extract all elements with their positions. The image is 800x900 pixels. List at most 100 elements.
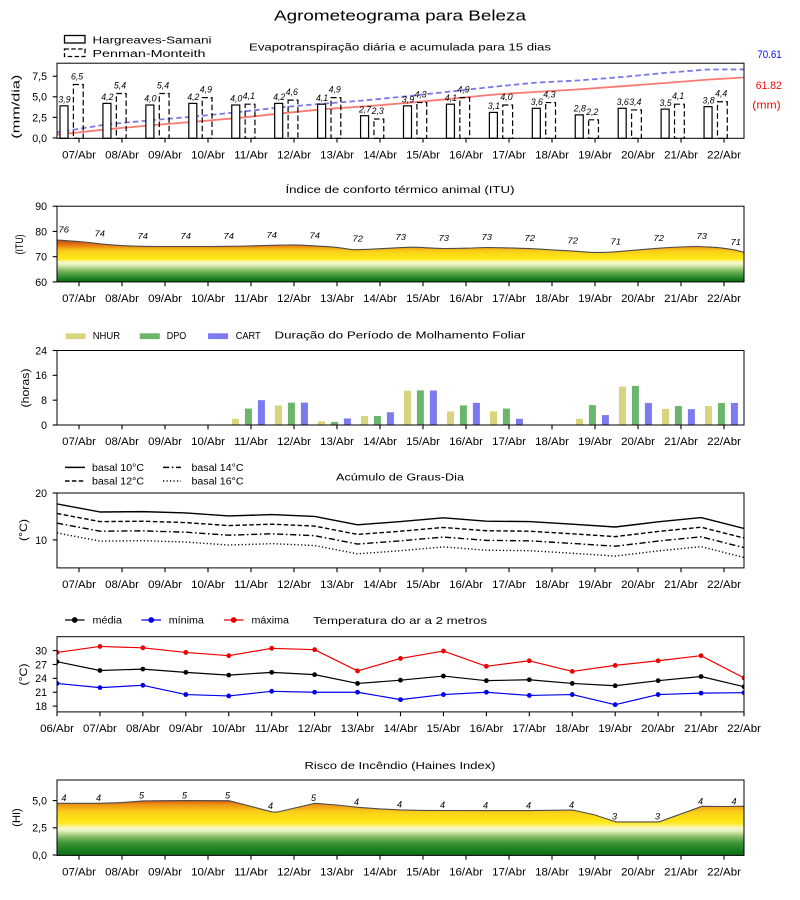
svg-text:08/Abr: 08/Abr — [105, 150, 139, 162]
svg-text:12/Abr: 12/Abr — [277, 150, 311, 162]
svg-text:08/Abr: 08/Abr — [105, 293, 139, 305]
svg-text:3,8: 3,8 — [703, 95, 716, 105]
svg-text:09/Abr: 09/Abr — [148, 867, 182, 879]
svg-text:07/Abr: 07/Abr — [62, 436, 96, 448]
svg-text:13/Abr: 13/Abr — [320, 436, 354, 448]
svg-text:4,9: 4,9 — [457, 85, 469, 95]
svg-text:5,0: 5,0 — [32, 796, 47, 808]
svg-text:4,6: 4,6 — [286, 87, 299, 97]
svg-text:4: 4 — [483, 800, 488, 810]
svg-text:17/Abr: 17/Abr — [492, 436, 526, 448]
svg-text:Índice de conforto térmico ani: Índice de conforto térmico animal (ITU) — [286, 183, 515, 196]
svg-text:4: 4 — [61, 793, 66, 803]
svg-text:basal 14°C: basal 14°C — [192, 463, 244, 474]
svg-text:13/Abr: 13/Abr — [320, 579, 354, 591]
svg-text:4: 4 — [96, 793, 101, 803]
svg-text:15/Abr: 15/Abr — [406, 293, 440, 305]
svg-text:(HI): (HI) — [11, 808, 23, 827]
svg-text:61.82: 61.82 — [756, 80, 782, 92]
svg-text:19/Abr: 19/Abr — [578, 150, 612, 162]
svg-text:72: 72 — [525, 233, 536, 243]
svg-text:70.61: 70.61 — [757, 49, 781, 61]
svg-text:4,2: 4,2 — [273, 92, 286, 102]
svg-text:73: 73 — [697, 231, 708, 241]
svg-text:(°C): (°C) — [18, 664, 30, 686]
svg-text:74: 74 — [181, 231, 192, 241]
svg-text:5,0: 5,0 — [32, 92, 47, 104]
svg-text:24: 24 — [35, 345, 47, 357]
svg-text:4: 4 — [397, 800, 402, 810]
svg-text:2,7: 2,7 — [358, 104, 372, 114]
svg-text:5: 5 — [182, 790, 188, 800]
svg-text:72: 72 — [568, 236, 579, 246]
svg-text:19/Abr: 19/Abr — [578, 867, 612, 879]
svg-text:4: 4 — [440, 800, 445, 810]
svg-text:21/Abr: 21/Abr — [664, 579, 698, 591]
svg-text:22/Abr: 22/Abr — [707, 293, 741, 305]
svg-text:7,5: 7,5 — [32, 71, 47, 83]
svg-text:18/Abr: 18/Abr — [535, 150, 569, 162]
svg-text:72: 72 — [353, 234, 364, 244]
svg-text:73: 73 — [439, 233, 450, 243]
svg-text:Penman-Monteith: Penman-Monteith — [93, 49, 206, 60]
svg-text:basal 10°C: basal 10°C — [92, 463, 144, 474]
svg-text:0: 0 — [41, 420, 47, 432]
svg-text:08/Abr: 08/Abr — [105, 436, 139, 448]
svg-text:14/Abr: 14/Abr — [363, 150, 397, 162]
svg-text:60: 60 — [35, 277, 47, 289]
svg-text:2,2: 2,2 — [585, 107, 599, 117]
svg-text:4,9: 4,9 — [329, 85, 341, 95]
svg-text:19/Abr: 19/Abr — [578, 579, 612, 591]
svg-text:17/Abr: 17/Abr — [492, 867, 526, 879]
svg-text:09/Abr: 09/Abr — [169, 723, 203, 735]
svg-text:15/Abr: 15/Abr — [406, 150, 440, 162]
svg-text:Hargreaves-Samani: Hargreaves-Samani — [93, 36, 212, 47]
svg-text:0,0: 0,0 — [32, 850, 47, 862]
svg-text:09/Abr: 09/Abr — [148, 436, 182, 448]
svg-text:4,3: 4,3 — [543, 90, 556, 100]
svg-text:4,3: 4,3 — [415, 90, 428, 100]
svg-text:70: 70 — [35, 252, 47, 264]
svg-text:06/Abr: 06/Abr — [40, 723, 74, 735]
svg-text:18/Abr: 18/Abr — [535, 867, 569, 879]
svg-text:13/Abr: 13/Abr — [341, 723, 375, 735]
svg-text:2,8: 2,8 — [573, 104, 587, 114]
svg-text:14/Abr: 14/Abr — [363, 293, 397, 305]
svg-text:20/Abr: 20/Abr — [621, 867, 655, 879]
svg-text:20/Abr: 20/Abr — [621, 579, 655, 591]
svg-text:4,1: 4,1 — [672, 91, 684, 101]
svg-text:12/Abr: 12/Abr — [277, 436, 311, 448]
svg-text:21/Abr: 21/Abr — [664, 293, 698, 305]
svg-text:10: 10 — [35, 535, 47, 547]
svg-text:18/Abr: 18/Abr — [535, 293, 569, 305]
svg-text:14/Abr: 14/Abr — [363, 579, 397, 591]
svg-text:16/Abr: 16/Abr — [449, 579, 483, 591]
svg-text:74: 74 — [95, 228, 106, 238]
svg-text:09/Abr: 09/Abr — [148, 293, 182, 305]
svg-text:0,0: 0,0 — [32, 133, 47, 145]
svg-text:10/Abr: 10/Abr — [191, 436, 225, 448]
svg-text:14/Abr: 14/Abr — [384, 723, 418, 735]
svg-text:Evapotranspiração diária e acu: Evapotranspiração diária e acumulada par… — [249, 42, 551, 53]
svg-text:6,5: 6,5 — [71, 72, 84, 82]
svg-text:média: média — [93, 616, 123, 627]
svg-text:08/Abr: 08/Abr — [126, 723, 160, 735]
svg-text:22/Abr: 22/Abr — [707, 867, 741, 879]
svg-text:22/Abr: 22/Abr — [727, 723, 761, 735]
svg-text:21/Abr: 21/Abr — [664, 436, 698, 448]
svg-text:Temperatura do ar a 2 metros: Temperatura do ar a 2 metros — [313, 616, 487, 627]
svg-text:4: 4 — [698, 796, 703, 806]
svg-text:21: 21 — [35, 687, 47, 699]
svg-text:5: 5 — [311, 793, 317, 803]
svg-text:11/Abr: 11/Abr — [234, 867, 268, 879]
svg-text:15/Abr: 15/Abr — [406, 867, 440, 879]
svg-text:20: 20 — [35, 488, 47, 500]
svg-text:07/Abr: 07/Abr — [62, 293, 96, 305]
svg-text:80: 80 — [35, 226, 47, 238]
svg-text:4,1: 4,1 — [445, 93, 457, 103]
svg-text:22/Abr: 22/Abr — [707, 579, 741, 591]
svg-text:(ITU): (ITU) — [14, 234, 26, 254]
svg-text:13/Abr: 13/Abr — [320, 867, 354, 879]
svg-text:4,1: 4,1 — [243, 91, 255, 101]
svg-text:20/Abr: 20/Abr — [641, 723, 675, 735]
